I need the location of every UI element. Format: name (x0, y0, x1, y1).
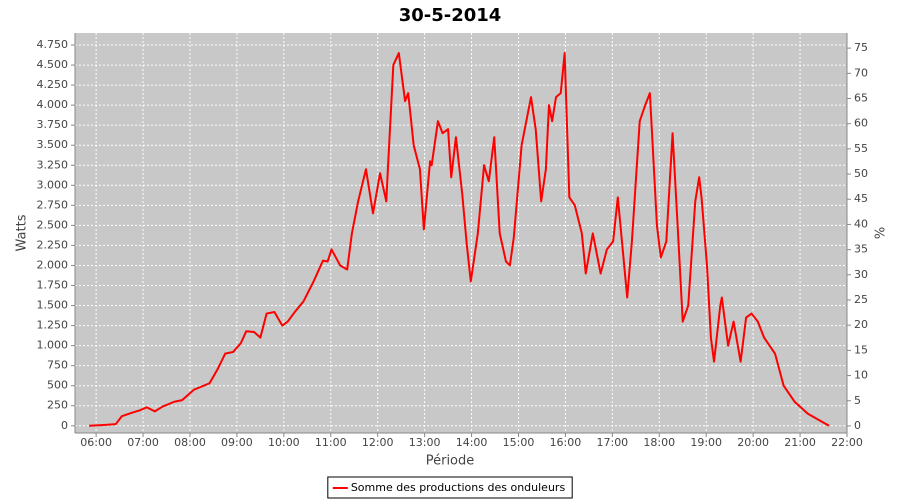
y2-tick-label: 55 (854, 142, 868, 155)
x-tick-label: 20:00 (737, 436, 769, 449)
y-tick-label: 4.750 (37, 38, 69, 51)
legend: Somme des productions des onduleurs (327, 476, 573, 499)
x-tick-label: 10:00 (268, 436, 300, 449)
y2-axis-label: % (874, 227, 889, 239)
x-tick-label: 19:00 (690, 436, 722, 449)
y-tick-label: 4.250 (37, 78, 69, 91)
y2-tick-label: 5 (854, 394, 861, 407)
x-tick-label: 13:00 (409, 436, 441, 449)
x-tick-label: 15:00 (503, 436, 535, 449)
y2-tick-label: 45 (854, 192, 868, 205)
legend-box (327, 476, 573, 499)
plot-area (75, 33, 847, 433)
y2-tick-label: 25 (854, 293, 868, 306)
y-tick-label: 3.000 (37, 178, 69, 191)
y-axis-label: Watts (15, 214, 30, 251)
chart-title: 30-5-2014 (399, 5, 502, 26)
y-tick-label: 2.750 (37, 198, 69, 211)
y-tick-label: 3.500 (37, 138, 69, 151)
y2-tick-label: 60 (854, 117, 868, 130)
x-tick-label: 17:00 (596, 436, 628, 449)
y-tick-label: 3.250 (37, 158, 69, 171)
y-tick-label: 2.250 (37, 238, 69, 251)
x-tick-label: 08:00 (174, 436, 206, 449)
y-tick-label: 4.000 (37, 98, 69, 111)
y-tick-label: 4.500 (37, 58, 69, 71)
y-tick-label: 1.250 (37, 319, 69, 332)
x-tick-label: 07:00 (127, 436, 159, 449)
y2-tick-label: 75 (854, 41, 868, 54)
y-tick-label: 2.000 (37, 258, 69, 271)
y-tick-label: 1.750 (37, 279, 69, 292)
y-tick-label: 1.000 (37, 339, 69, 352)
x-axis-label: Période (426, 454, 475, 469)
y-tick-label: 2.500 (37, 218, 69, 231)
x-tick-label: 21:00 (784, 436, 816, 449)
y2-tick-label: 70 (854, 66, 868, 79)
y-tick-label: 1.500 (37, 299, 69, 312)
legend-label: Somme des productions des onduleurs (351, 481, 566, 494)
y2-tick-label: 35 (854, 243, 868, 256)
y-tick-label: 3.750 (37, 118, 69, 131)
x-tick-label: 14:00 (456, 436, 488, 449)
y2-tick-label: 10 (854, 369, 868, 382)
series-line (89, 52, 830, 427)
x-tick-label: 22:00 (831, 436, 863, 449)
x-tick-label: 18:00 (643, 436, 675, 449)
y2-tick-label: 20 (854, 318, 868, 331)
y2-tick-label: 0 (854, 419, 861, 432)
y2-tick-label: 30 (854, 268, 868, 281)
y2-tick-label: 15 (854, 343, 868, 356)
y2-tick-label: 65 (854, 91, 868, 104)
x-tick-label: 12:00 (362, 436, 394, 449)
x-tick-label: 16:00 (550, 436, 582, 449)
y2-tick-label: 50 (854, 167, 868, 180)
y-tick-label: 750 (47, 359, 68, 372)
y-tick-label: 500 (47, 379, 68, 392)
y-tick-label: 250 (47, 399, 68, 412)
y2-tick-label: 40 (854, 217, 868, 230)
y-tick-label: 0 (61, 419, 68, 432)
x-tick-label: 06:00 (80, 436, 112, 449)
x-tick-label: 11:00 (315, 436, 347, 449)
x-tick-label: 09:00 (221, 436, 253, 449)
